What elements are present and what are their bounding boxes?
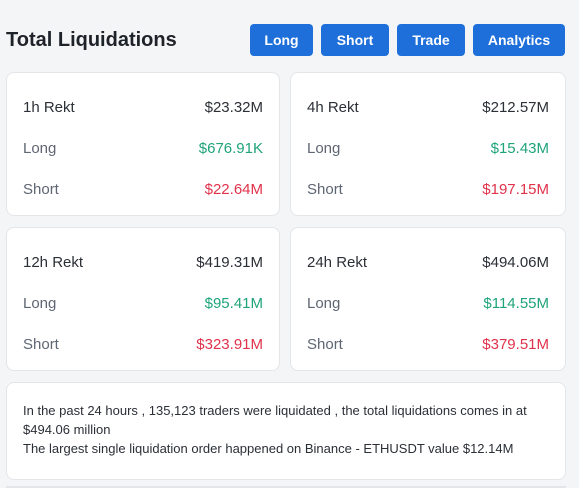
long-label: Long	[307, 294, 341, 312]
long-row: Long $114.55M	[307, 293, 549, 313]
rekt-row: 24h Rekt $494.06M	[307, 252, 549, 272]
next-card-edge	[6, 486, 566, 488]
long-label: Long	[307, 139, 341, 157]
period-label: 4h Rekt	[307, 98, 359, 116]
long-row: Long $95.41M	[23, 293, 263, 313]
card-12h-rekt: 12h Rekt $419.31M Long $95.41M Short $32…	[6, 227, 280, 371]
short-row: Short $22.64M	[23, 179, 263, 199]
long-row: Long $676.91K	[23, 138, 263, 158]
page-header: Total Liquidations Long Short Trade Anal…	[0, 0, 579, 80]
short-label: Short	[23, 335, 59, 353]
long-value: $95.41M	[204, 294, 263, 312]
long-value: $15.43M	[490, 139, 549, 157]
rekt-row: 4h Rekt $212.57M	[307, 97, 549, 117]
total-value: $494.06M	[482, 253, 549, 271]
long-label: Long	[23, 294, 57, 312]
total-value: $23.32M	[204, 98, 263, 116]
period-label: 12h Rekt	[23, 253, 84, 271]
short-value: $323.91M	[196, 335, 263, 353]
period-label: 24h Rekt	[307, 253, 368, 271]
tab-long[interactable]: Long	[250, 24, 313, 56]
liquidation-summary: In the past 24 hours , 135,123 traders w…	[6, 382, 566, 480]
summary-line-largest: The largest single liquidation order hap…	[23, 441, 514, 456]
rekt-row: 1h Rekt $23.32M	[23, 97, 263, 117]
tab-bar: Long Short Trade Analytics	[0, 24, 579, 56]
card-1h-rekt: 1h Rekt $23.32M Long $676.91K Short $22.…	[6, 72, 280, 216]
card-4h-rekt: 4h Rekt $212.57M Long $15.43M Short $197…	[290, 72, 566, 216]
short-value: $379.51M	[482, 335, 549, 353]
total-value: $212.57M	[482, 98, 549, 116]
short-value: $197.15M	[482, 180, 549, 198]
summary-line-total: In the past 24 hours , 135,123 traders w…	[23, 403, 527, 437]
page-title: Total Liquidations	[6, 29, 177, 51]
period-label: 1h Rekt	[23, 98, 75, 116]
tab-short[interactable]: Short	[321, 24, 389, 56]
tab-analytics[interactable]: Analytics	[473, 24, 565, 56]
short-row: Short $197.15M	[307, 179, 549, 199]
short-label: Short	[307, 180, 343, 198]
short-label: Short	[23, 180, 59, 198]
long-label: Long	[23, 139, 57, 157]
long-value: $676.91K	[198, 139, 263, 157]
rekt-row: 12h Rekt $419.31M	[23, 252, 263, 272]
long-value: $114.55M	[483, 294, 549, 312]
tab-trade[interactable]: Trade	[397, 24, 465, 56]
card-24h-rekt: 24h Rekt $494.06M Long $114.55M Short $3…	[290, 227, 566, 371]
total-value: $419.31M	[196, 253, 263, 271]
short-value: $22.64M	[204, 180, 263, 198]
short-row: Short $323.91M	[23, 334, 263, 354]
short-row: Short $379.51M	[307, 334, 549, 354]
long-row: Long $15.43M	[307, 138, 549, 158]
short-label: Short	[307, 335, 343, 353]
